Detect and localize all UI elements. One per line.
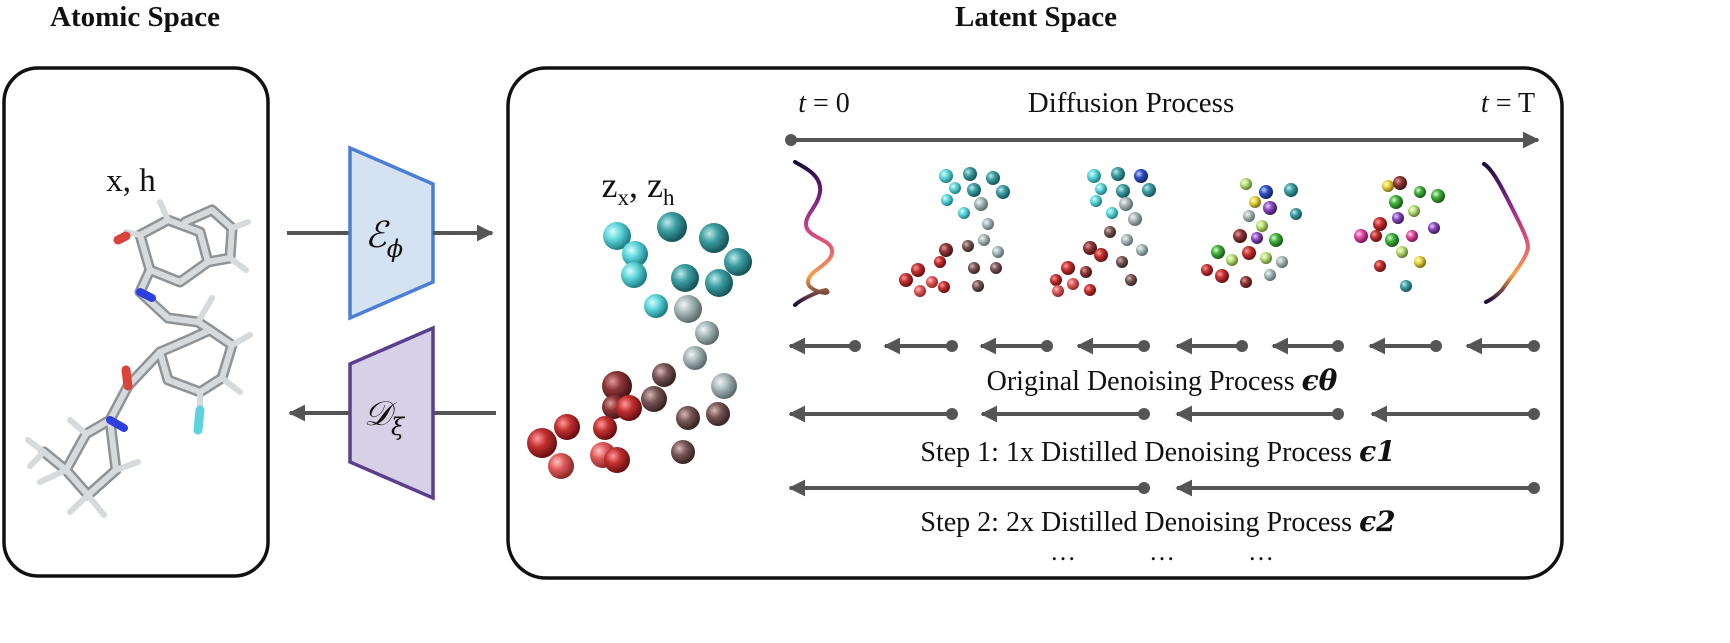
step1-denoising-label: Step 1: 1x Distilled Denoising Process ϵ… xyxy=(920,435,1395,468)
diffusion-snapshot-3 xyxy=(1201,178,1302,288)
latent-point-cloud xyxy=(527,212,752,479)
encoder-trapezoid xyxy=(348,145,435,321)
original-denoising-arrows xyxy=(788,337,1540,355)
atomic-xh-label: x, h xyxy=(106,163,156,199)
atomic-space-panel xyxy=(2,66,270,578)
step1-denoising-arrows xyxy=(788,405,1540,423)
data-distribution-curve xyxy=(793,160,834,307)
diffusion-arrow-origin xyxy=(785,134,797,146)
diffusion-snapshot-2 xyxy=(1050,167,1156,297)
diffusion-process-label: Diffusion Process xyxy=(1028,87,1234,119)
diffusion-snapshot-4 xyxy=(1354,176,1445,292)
original-denoising-label: Original Denoising Process ϵθ xyxy=(987,364,1338,397)
latent-z-label: zx, zh xyxy=(602,165,675,210)
latent-space-header: Latent Space xyxy=(955,1,1117,33)
molecule-3d-model xyxy=(25,199,253,518)
step2-denoising-arrows xyxy=(788,479,1540,497)
t-start-label: t = 0 xyxy=(798,88,850,119)
gaussian-prior-curve xyxy=(1482,162,1531,304)
step2-denoising-label: Step 2: 2x Distilled Denoising Process ϵ… xyxy=(920,505,1395,538)
ellipsis-2: … xyxy=(1149,537,1175,566)
ellipsis-1: … xyxy=(1050,537,1076,566)
decoder-trapezoid xyxy=(348,325,435,501)
encoder-label: ℰϕ xyxy=(365,215,403,263)
ellipsis-3: … xyxy=(1248,537,1274,566)
latent-space-panel xyxy=(506,66,1564,580)
diffusion-snapshot-1 xyxy=(899,167,1010,297)
t-end-label: t = T xyxy=(1481,88,1535,119)
atomic-space-header: Atomic Space xyxy=(50,1,220,33)
